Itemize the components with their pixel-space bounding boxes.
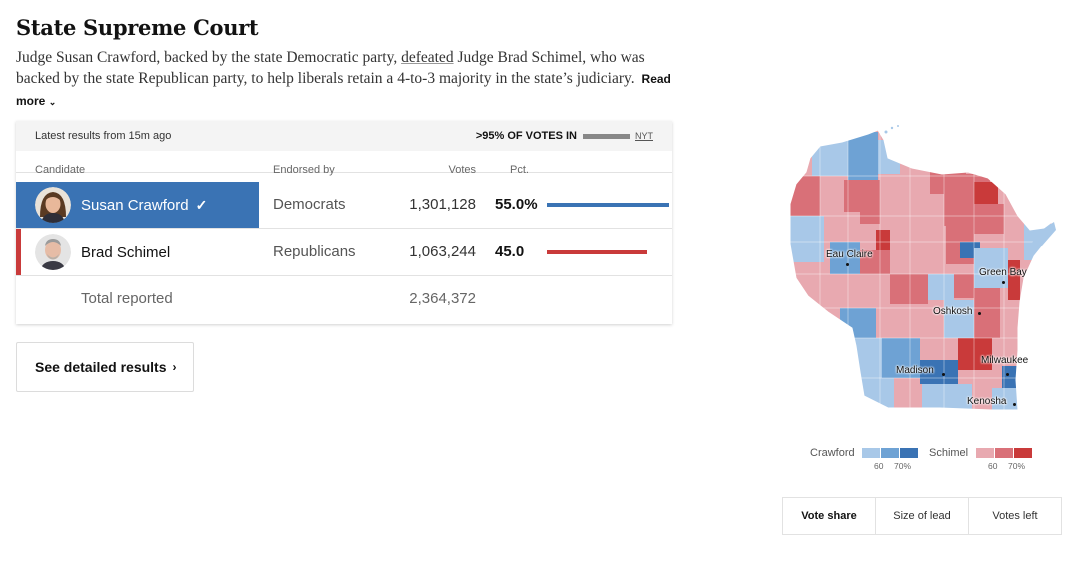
city-marker <box>1006 373 1009 376</box>
avatar <box>35 234 71 270</box>
legend-label: Schimel <box>929 447 969 459</box>
read-more-button[interactable]: Read more ⌄ <box>16 72 671 108</box>
city-label-madison: Madison <box>896 365 934 376</box>
legend-tick: 60 <box>874 461 884 471</box>
chevron-down-icon: ⌄ <box>48 97 57 107</box>
legend-tick: 70% <box>894 461 912 471</box>
vote-percent: 45.0 <box>495 243 525 260</box>
city-label-green-bay: Green Bay <box>979 267 1027 278</box>
reporting-label: >95% OF VOTES IN <box>475 130 577 142</box>
summary-text-start: Judge Susan Crawford, backed by the stat… <box>16 49 402 66</box>
party-color-marker <box>16 229 21 275</box>
reporting-status: >95% OF VOTES IN NYT <box>476 130 653 142</box>
defeated-link[interactable]: defeated <box>401 49 454 66</box>
endorsed-by: Republicans <box>273 243 356 260</box>
candidate-name: Brad Schimel <box>81 243 171 261</box>
total-label: Total reported <box>81 290 173 307</box>
legend-swatch <box>976 448 994 458</box>
header-candidate: Candidate <box>35 164 86 176</box>
toggle-vote-share[interactable]: Vote share <box>783 498 876 534</box>
candidate-row-crawford: Susan Crawford ✓ Democrats 1,301,128 55.… <box>16 182 672 229</box>
last-updated: Latest results from 15m ago <box>35 130 172 142</box>
door-peninsula <box>1028 222 1056 248</box>
table-header: Candidate Endorsed by Votes Pct. <box>16 151 672 176</box>
city-marker <box>942 373 945 376</box>
toggle-votes-left[interactable]: Votes left <box>992 510 1038 522</box>
checkmark-icon: ✓ <box>195 196 208 213</box>
candidate-row-schimel: Brad Schimel Republicans 1,063,244 45.0 <box>16 229 672 276</box>
candidate-cell: Brad Schimel <box>16 229 259 275</box>
wisconsin-map[interactable] <box>780 118 1070 418</box>
results-table: Latest results from 15m ago >95% OF VOTE… <box>16 121 672 324</box>
header-endorsed: Endorsed by <box>273 164 335 176</box>
see-detailed-results-button[interactable]: See detailed results › <box>16 342 194 392</box>
summary-text-end: Judge Brad Schimel, who was backed by th… <box>16 49 645 87</box>
vote-percent: 55.0% <box>495 196 538 213</box>
legend-swatch <box>1014 448 1032 458</box>
chevron-right-icon: › <box>172 360 177 374</box>
avatar <box>35 187 71 223</box>
endorsed-by: Democrats <box>273 196 346 213</box>
vote-share-bar <box>547 250 647 254</box>
total-votes: 2,364,372 <box>409 290 476 307</box>
legend-swatch <box>862 448 880 458</box>
candidate-cell: Susan Crawford ✓ <box>16 182 259 228</box>
city-marker <box>1013 403 1016 406</box>
header-votes: Votes <box>448 164 476 176</box>
candidate-name: Susan Crawford <box>81 196 189 214</box>
city-marker <box>846 263 849 266</box>
detail-button-label: See detailed results <box>35 359 167 375</box>
legend-swatch <box>995 448 1013 458</box>
results-status-bar: Latest results from 15m ago >95% OF VOTE… <box>16 121 672 151</box>
header-pct: Pct. <box>510 164 529 176</box>
city-label-oshkosh: Oshkosh <box>933 306 973 317</box>
vote-count: 1,301,128 <box>409 196 476 213</box>
toggle-size-of-lead[interactable]: Size of lead <box>876 498 969 534</box>
map-view-toggle: Vote share Size of lead Votes left <box>782 497 1062 535</box>
county-results-map[interactable]: Eau Claire Green Bay Oshkosh Madison Mil… <box>780 118 1070 418</box>
legend-label: Crawford <box>810 447 855 459</box>
city-marker <box>1002 281 1005 284</box>
vote-count: 1,063,244 <box>409 243 476 260</box>
city-label-kenosha: Kenosha <box>967 396 1007 407</box>
race-title: State Supreme Court <box>16 15 259 40</box>
total-row: Total reported 2,364,372 <box>16 276 672 323</box>
read-more-label: Read more <box>16 72 671 108</box>
legend-swatch <box>881 448 899 458</box>
city-marker <box>978 312 981 315</box>
legend-swatch <box>900 448 918 458</box>
race-summary: Judge Susan Crawford, backed by the stat… <box>16 47 676 113</box>
source-link[interactable]: NYT <box>635 131 653 141</box>
reporting-progress-bar <box>583 133 630 139</box>
vote-share-bar <box>547 203 669 207</box>
legend-tick: 60 <box>988 461 998 471</box>
city-label-eau-claire: Eau Claire <box>826 249 873 260</box>
legend-tick: 70% <box>1008 461 1026 471</box>
city-label-milwaukee: Milwaukee <box>981 355 1029 366</box>
